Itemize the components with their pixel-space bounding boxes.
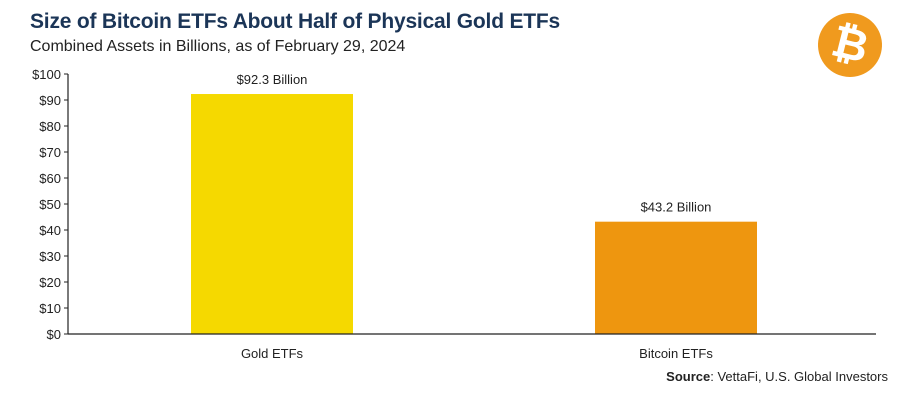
chart-title: Size of Bitcoin ETFs About Half of Physi…: [30, 10, 560, 33]
y-tick-label: $20: [39, 275, 61, 290]
data-label: $43.2 Billion: [641, 200, 712, 215]
y-tick-label: $0: [47, 327, 61, 342]
x-tick-label: Gold ETFs: [241, 346, 304, 361]
bar-bitcoin-etfs: [595, 221, 757, 334]
y-tick-label: $80: [39, 119, 61, 134]
y-tick-label: $40: [39, 223, 61, 238]
chart-subtitle: Combined Assets in Billions, as of Febru…: [30, 38, 406, 55]
y-tick-label: $30: [39, 249, 61, 264]
source-label: Source: [666, 369, 711, 384]
y-tick-label: $60: [39, 171, 61, 186]
data-label: $92.3 Billion: [237, 72, 308, 87]
source-text: : VettaFi, U.S. Global Investors: [710, 369, 888, 384]
y-tick-label: $50: [39, 197, 61, 212]
source-note: Source: VettaFi, U.S. Global Investors: [666, 369, 888, 384]
y-tick-label: $70: [39, 145, 61, 160]
y-tick-label: $90: [39, 93, 61, 108]
x-tick-label: Bitcoin ETFs: [639, 346, 713, 361]
y-tick-label: $100: [32, 67, 61, 82]
bar-gold-etfs: [191, 94, 353, 335]
y-tick-label: $10: [39, 301, 61, 316]
